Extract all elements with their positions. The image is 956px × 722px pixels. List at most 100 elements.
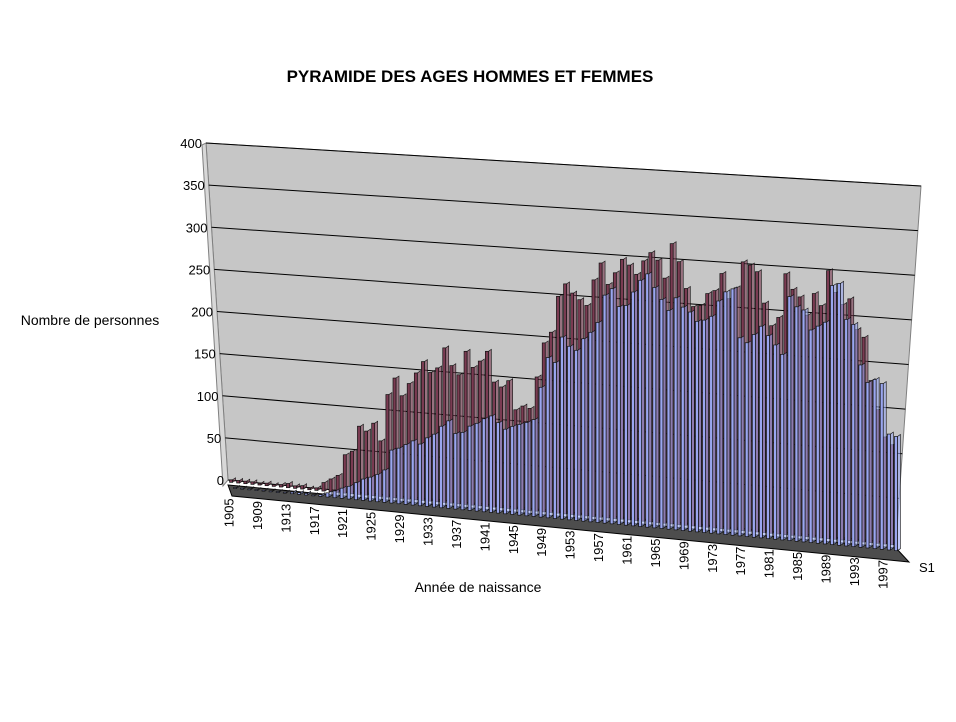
men-bar-1915	[300, 485, 304, 490]
women-bar-1985	[801, 309, 806, 543]
women-bar-1949	[545, 357, 550, 519]
women-bar-1932	[425, 437, 429, 507]
women-bar-side-1941	[492, 413, 496, 514]
men-bar-1905	[229, 479, 233, 483]
women-bar-side-1923	[364, 476, 368, 501]
floor	[227, 484, 911, 563]
women-bar-1955	[588, 331, 593, 523]
women-bar-side-1976	[740, 335, 745, 537]
women-bar-1986	[808, 329, 813, 543]
women-bar-side-1957	[605, 292, 610, 524]
women-bar-1907	[247, 488, 252, 491]
women-bar-1967	[673, 297, 678, 531]
women-bar-1914	[297, 492, 301, 495]
women-bar-side-1998	[897, 433, 901, 552]
women-bar-1976	[737, 337, 742, 537]
x-tick-label-1969: 1969	[676, 541, 691, 570]
x-tick-label-1905: 1905	[222, 498, 237, 527]
x-tick-label-1925: 1925	[364, 512, 379, 541]
women-bar-side-1930	[413, 438, 418, 506]
women-bar-side-1933	[435, 431, 439, 508]
x-tick-label-1965: 1965	[648, 539, 663, 568]
x-tick-label-1913: 1913	[278, 504, 293, 533]
women-bar-1975	[730, 288, 735, 536]
women-bar-1953	[574, 349, 578, 521]
women-bar-1991	[844, 319, 849, 547]
women-bar-side-1989	[833, 282, 837, 546]
women-bar-1931	[417, 443, 422, 507]
x-tick-label-1993: 1993	[847, 557, 862, 586]
men-bar-1918	[321, 482, 326, 492]
women-bar-side-1951	[563, 334, 567, 520]
women-bar-1924	[368, 476, 372, 502]
y-tick-label-50: 50	[207, 431, 221, 446]
x-tick-label-1977: 1977	[733, 547, 748, 576]
women-bar-side-1927	[392, 447, 397, 504]
women-bar-side-1942	[499, 420, 503, 514]
x-tick-label-1985: 1985	[790, 552, 805, 581]
women-bar-side-1975	[733, 286, 738, 536]
women-bar-side-1920	[342, 485, 347, 499]
x-tick-label-1945: 1945	[506, 525, 521, 554]
y-tick-label-350: 350	[183, 178, 205, 193]
women-bar-1939	[474, 422, 479, 512]
women-bar-side-1969	[691, 309, 695, 532]
women-bar-side-1935	[449, 418, 454, 510]
women-bar-side-1982	[783, 351, 788, 541]
women-bar-1978	[751, 334, 756, 538]
women-bar-1980	[766, 335, 770, 539]
women-bar-side-1921	[349, 483, 354, 500]
women-bar-1945	[517, 424, 522, 516]
x-tick-label-1997: 1997	[875, 560, 890, 589]
women-bar-1906	[240, 487, 244, 490]
series-bars-front	[233, 271, 901, 552]
women-bar-1951	[560, 336, 564, 520]
x-tick-label-1957: 1957	[591, 533, 606, 562]
women-bar-1965	[659, 299, 664, 529]
gridline-300	[211, 226, 915, 276]
women-bar-side-1952	[570, 343, 574, 521]
women-bar-1944	[510, 426, 515, 515]
women-bar-1941	[489, 415, 493, 513]
women-bar-side-1994	[868, 379, 873, 549]
men-bar-1911	[271, 484, 276, 487]
y-tick-label-200: 200	[191, 305, 213, 320]
men-bar-1914	[293, 485, 297, 489]
x-tick-label-1961: 1961	[620, 536, 635, 565]
women-bar-1938	[467, 425, 472, 511]
depth-axis-label: S1	[919, 560, 935, 575]
women-bar-side-1936	[456, 430, 461, 510]
women-bar-side-1979	[762, 323, 766, 539]
women-bar-1943	[503, 428, 507, 515]
women-bar-side-1967	[676, 295, 681, 531]
men-bar-1913	[286, 483, 290, 489]
women-bar-1942	[496, 422, 500, 514]
x-tick-labels: 1905 1909 1913 1917 1921 1925 1929 1933 1937 1941…	[222, 498, 891, 589]
women-bar-side-1940	[484, 416, 489, 513]
women-bar-side-1983	[790, 293, 795, 542]
x-tick-label-1949: 1949	[534, 528, 549, 557]
women-bar-side-1926	[385, 467, 390, 503]
women-bar-side-1925	[378, 471, 382, 503]
x-tick-label-1909: 1909	[250, 501, 265, 530]
women-bar-1968	[680, 306, 685, 531]
women-bar-1915	[304, 492, 308, 496]
women-bar-side-1987	[818, 323, 823, 544]
women-bar-1916	[311, 494, 316, 497]
women-bar-1982	[780, 354, 785, 541]
women-bar-side-1950	[556, 359, 560, 520]
men-bar-1906	[236, 480, 240, 484]
women-bar-1910	[268, 490, 273, 493]
chart-title: PYRAMIDE DES AGES HOMMES ET FEMMES	[287, 67, 654, 86]
men-bar-side-1919	[331, 476, 336, 493]
women-bar-1917	[318, 494, 323, 497]
men-bar-side-1918	[324, 479, 329, 492]
x-tick-label-1937: 1937	[449, 520, 464, 549]
women-bar-1971	[702, 319, 706, 533]
women-bar-1925	[375, 474, 380, 503]
women-bar-1959	[616, 306, 621, 525]
women-bar-1993	[858, 364, 863, 548]
women-bar-side-1938	[470, 423, 475, 512]
y-tick-label-0: 0	[217, 473, 224, 488]
women-bar-1977	[744, 342, 749, 537]
